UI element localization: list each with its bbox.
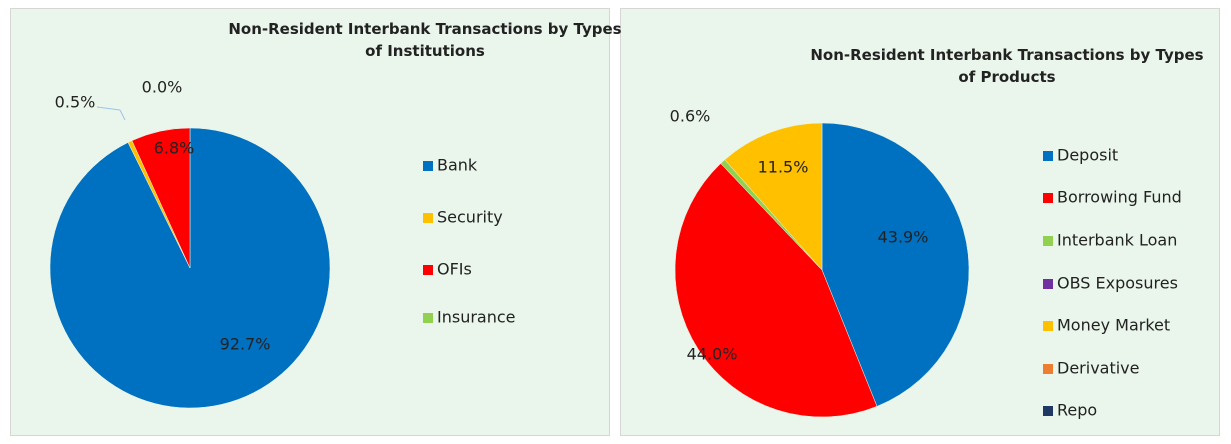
legend-label: Insurance xyxy=(437,308,516,327)
pie-slice xyxy=(131,127,191,269)
legend-swatch xyxy=(1043,193,1053,203)
legend-swatch xyxy=(1043,364,1053,374)
legend-swatch xyxy=(423,161,433,171)
legend-label: Borrowing Fund xyxy=(1057,188,1182,207)
legend-label: Money Market xyxy=(1057,316,1170,335)
legend-label: Deposit xyxy=(1057,146,1118,165)
legend-label: Interbank Loan xyxy=(1057,231,1177,250)
legend-label: Derivative xyxy=(1057,359,1140,378)
pie-slice xyxy=(724,122,823,271)
legend-swatch xyxy=(1043,406,1053,416)
legend-swatch xyxy=(1043,321,1053,331)
legend-label: Bank xyxy=(437,156,478,175)
legend-label: Security xyxy=(437,208,503,227)
legend-swatch xyxy=(1043,279,1053,289)
data-label: 6.8% xyxy=(154,139,195,158)
legend-swatch xyxy=(1043,151,1053,161)
legend-swatch xyxy=(423,313,433,323)
data-label: 11.5% xyxy=(758,158,809,177)
pie-slice xyxy=(674,163,878,418)
data-label: 44.0% xyxy=(687,345,738,364)
data-label: 92.7% xyxy=(220,335,271,354)
legend-label: Repo xyxy=(1057,401,1097,420)
leader-line xyxy=(96,106,121,111)
leader-line xyxy=(119,109,126,121)
data-label: 0.5% xyxy=(55,93,96,112)
chart-title: Non-Resident Interbank Transactions by T… xyxy=(228,20,622,60)
legend-swatch xyxy=(1043,236,1053,246)
data-label: 0.6% xyxy=(670,107,711,126)
legend-label: OBS Exposures xyxy=(1057,274,1178,293)
legend-swatch xyxy=(423,213,433,223)
data-label: 0.0% xyxy=(142,78,183,97)
pie-slice xyxy=(821,122,970,407)
legend-label: OFIs xyxy=(437,260,472,279)
chart-title: Non-Resident Interbank Transactions by T… xyxy=(810,46,1204,86)
legend-swatch xyxy=(423,265,433,275)
data-label: 43.9% xyxy=(878,228,929,247)
